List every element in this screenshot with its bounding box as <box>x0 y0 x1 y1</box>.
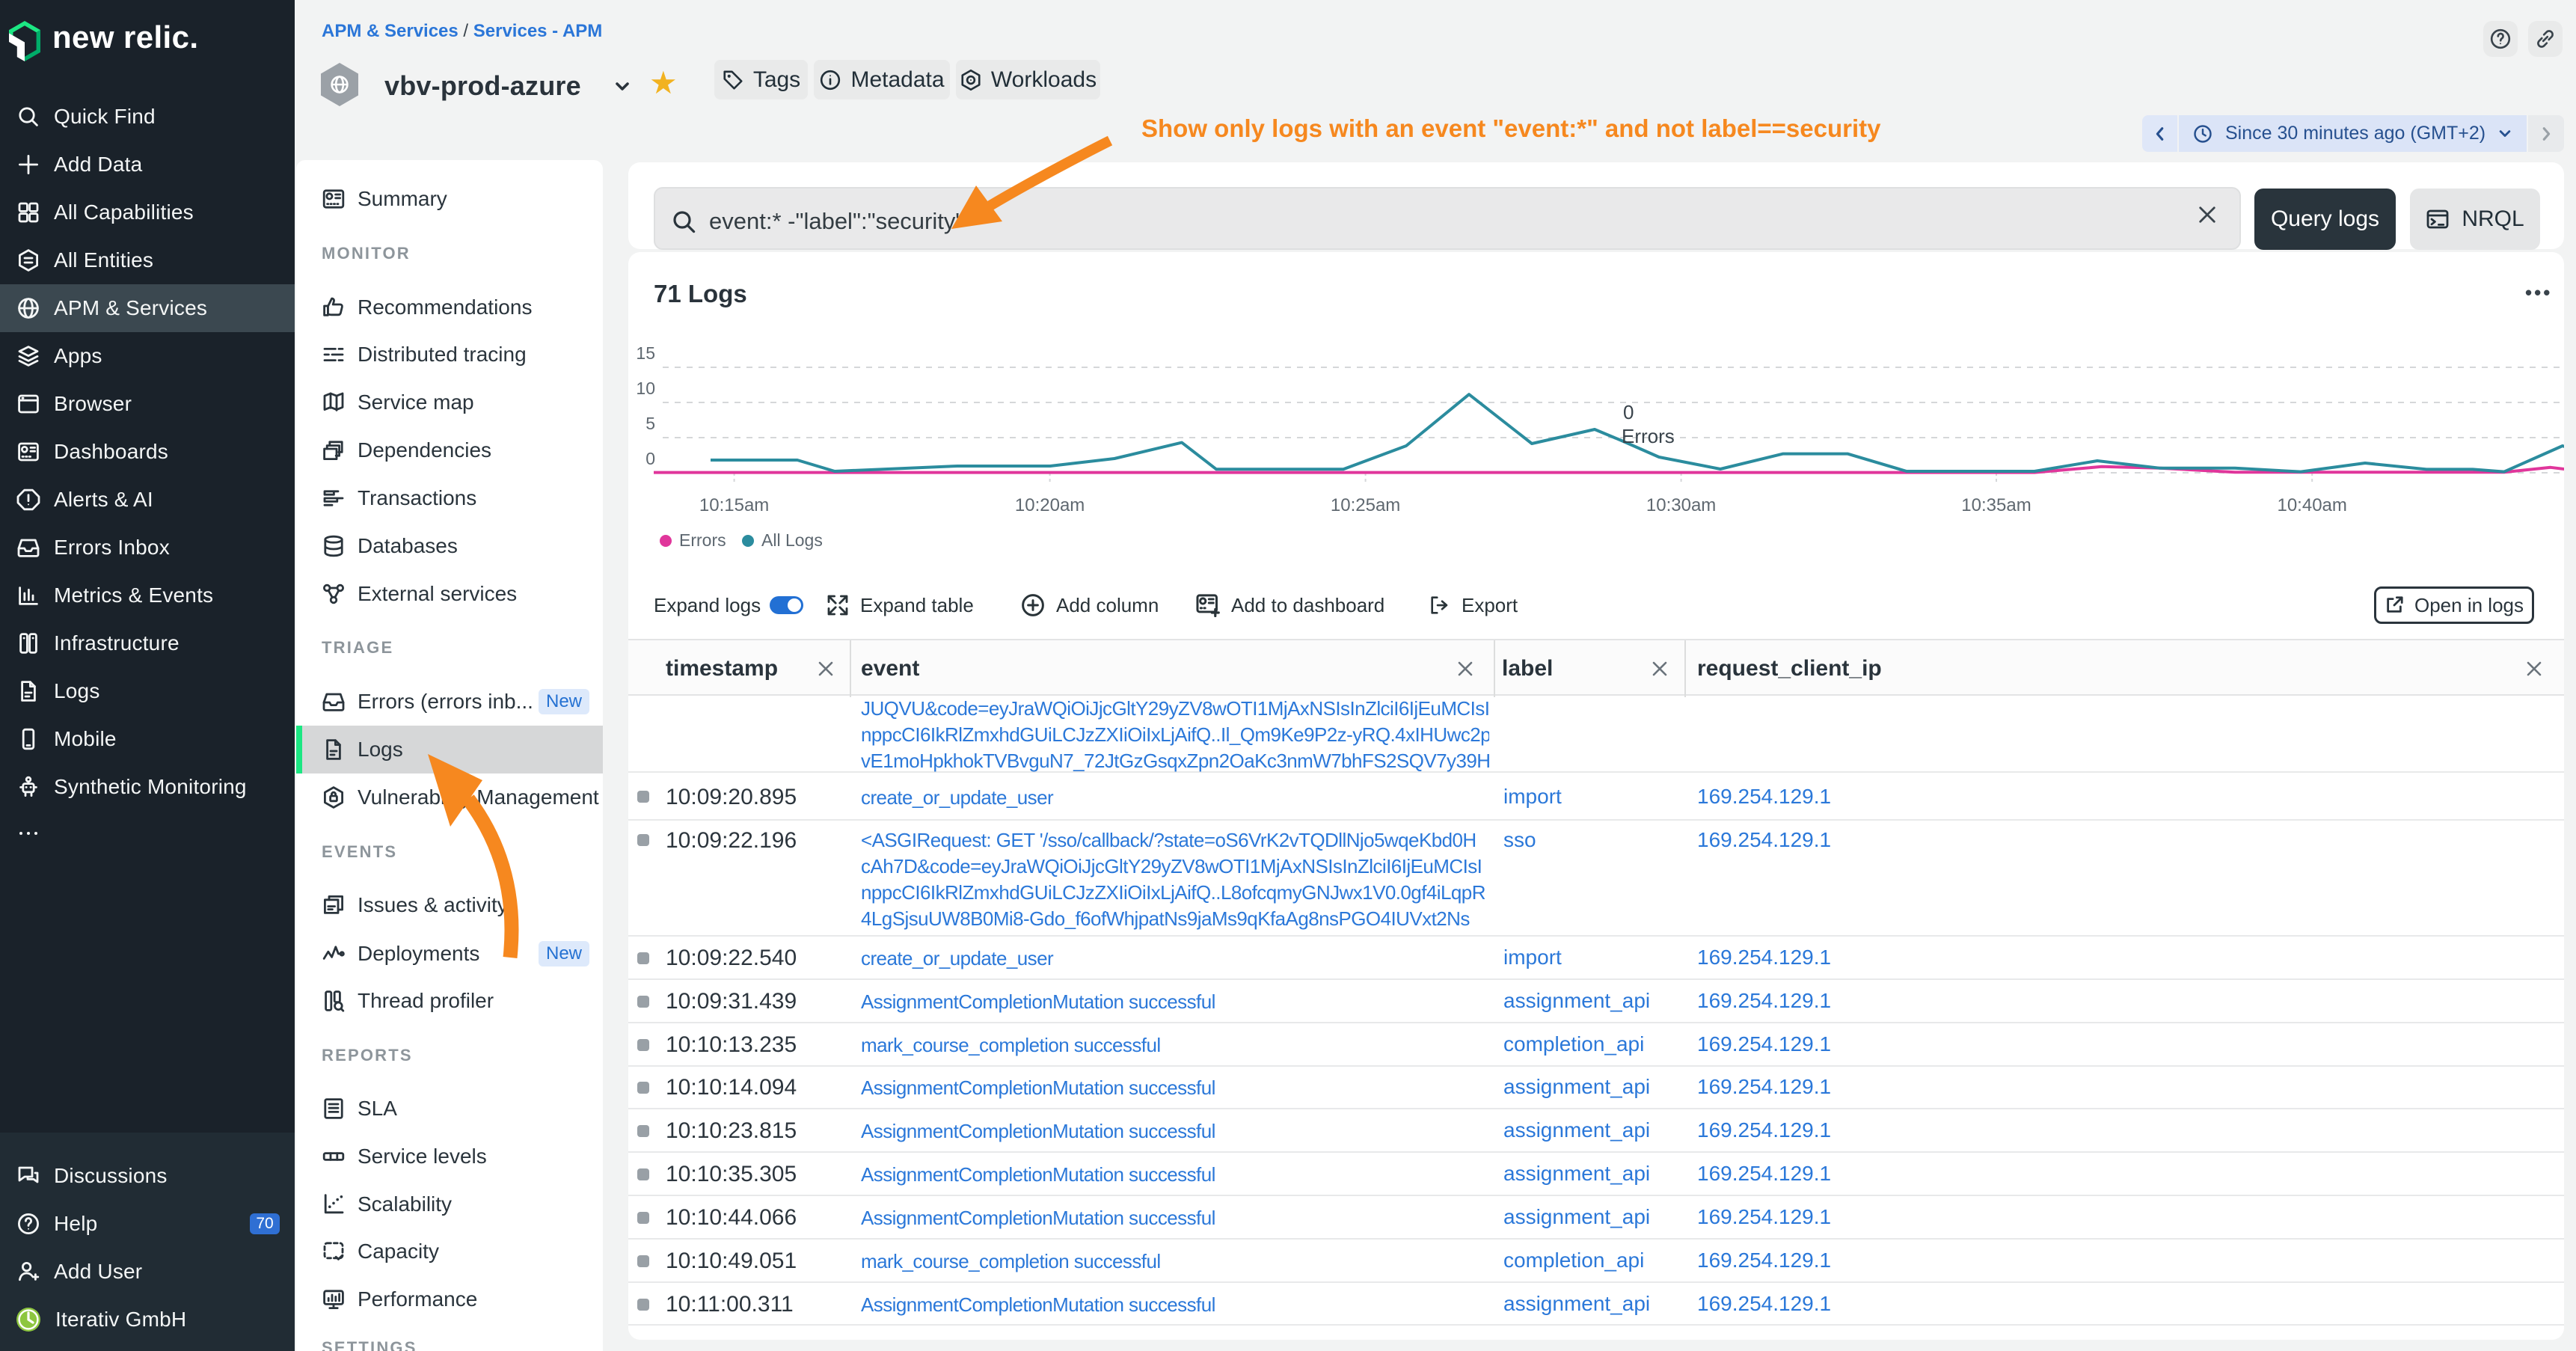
svg-text:15: 15 <box>636 343 655 363</box>
svg-text:10:40am: 10:40am <box>2277 495 2346 515</box>
svg-text:0: 0 <box>1623 401 1634 423</box>
svg-text:10:20am: 10:20am <box>1015 495 1085 515</box>
svg-text:0: 0 <box>645 449 655 468</box>
svg-text:5: 5 <box>645 414 655 433</box>
svg-text:10:35am: 10:35am <box>1961 495 2031 515</box>
svg-text:10:30am: 10:30am <box>1646 495 1716 515</box>
svg-text:Errors: Errors <box>1622 425 1675 447</box>
svg-text:10:25am: 10:25am <box>1331 495 1400 515</box>
svg-text:10: 10 <box>636 379 655 398</box>
svg-text:10:15am: 10:15am <box>699 495 769 515</box>
